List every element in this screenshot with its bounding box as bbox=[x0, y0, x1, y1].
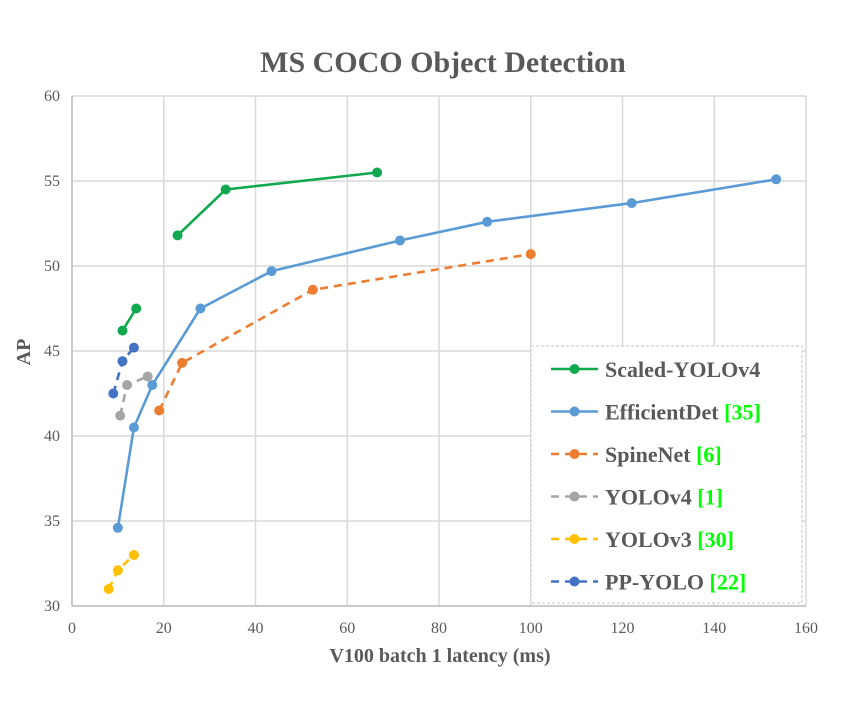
data-point bbox=[117, 356, 128, 367]
x-tick-label: 60 bbox=[339, 620, 355, 637]
x-axis-ticks: 0 20 40 60 80 100 120 140 160 bbox=[68, 620, 818, 637]
data-point bbox=[112, 522, 123, 533]
legend-item: YOLOv3 [30] bbox=[551, 527, 734, 552]
data-point bbox=[626, 198, 637, 209]
data-point bbox=[266, 266, 277, 277]
series-scaled-yolov4 bbox=[117, 167, 383, 336]
series-line bbox=[158, 252, 532, 412]
data-point bbox=[195, 303, 206, 314]
y-tick-label: 45 bbox=[44, 343, 60, 360]
legend-item: PP-YOLO [22] bbox=[551, 570, 746, 595]
y-axis-label: AP bbox=[13, 339, 35, 366]
data-point bbox=[525, 249, 536, 260]
data-point bbox=[142, 371, 153, 382]
legend-item: YOLOv4 [1] bbox=[551, 485, 723, 510]
legend-citation: [30] bbox=[692, 527, 734, 552]
legend-citation: [35] bbox=[719, 400, 761, 425]
legend-citation: [1] bbox=[692, 485, 723, 510]
data-point bbox=[112, 565, 123, 576]
series-spinenet bbox=[154, 249, 536, 416]
legend-label: EfficientDet [35] bbox=[605, 400, 761, 425]
data-point bbox=[307, 284, 318, 295]
y-axis-ticks: 30 35 40 45 50 55 60 bbox=[44, 88, 60, 615]
series-group bbox=[103, 167, 782, 594]
x-tick-label: 40 bbox=[248, 620, 264, 637]
x-tick-label: 120 bbox=[611, 620, 635, 637]
data-point bbox=[128, 550, 139, 560]
data-point bbox=[177, 357, 188, 368]
data-point bbox=[122, 380, 133, 390]
y-tick-label: 40 bbox=[44, 428, 60, 445]
legend-box bbox=[530, 345, 803, 604]
x-tick-label: 80 bbox=[431, 620, 447, 637]
legend-swatch-marker bbox=[569, 576, 580, 587]
data-point bbox=[154, 405, 165, 416]
axes bbox=[71, 96, 806, 607]
series-yolov3 bbox=[103, 550, 139, 594]
legend-citation: [6] bbox=[691, 442, 722, 467]
series-yolov4 bbox=[115, 371, 153, 421]
data-point bbox=[103, 584, 114, 594]
data-point bbox=[395, 235, 406, 246]
data-point bbox=[131, 303, 142, 314]
legend-item: SpineNet [6] bbox=[551, 442, 722, 467]
legend-citation: [22] bbox=[704, 570, 746, 595]
legend-label: PP-YOLO [22] bbox=[605, 570, 746, 595]
legend-swatch-marker bbox=[569, 364, 580, 374]
legend-label: YOLOv3 [30] bbox=[605, 527, 734, 552]
legend-label: SpineNet [6] bbox=[605, 442, 722, 467]
data-point bbox=[147, 380, 158, 390]
data-point bbox=[128, 422, 139, 433]
x-axis-label: V100 batch 1 latency (ms) bbox=[329, 645, 550, 667]
data-point bbox=[372, 167, 383, 178]
legend-swatch-marker bbox=[569, 406, 580, 417]
data-point bbox=[172, 230, 183, 241]
x-tick-label: 0 bbox=[68, 620, 76, 637]
y-tick-label: 50 bbox=[44, 258, 60, 275]
chart-title: MS COCO Object Detection bbox=[260, 46, 626, 79]
series-efficientdet bbox=[112, 174, 782, 533]
data-point bbox=[482, 216, 493, 227]
legend-label: Scaled-YOLOv4 bbox=[605, 357, 760, 382]
x-tick-label: 140 bbox=[702, 620, 726, 637]
data-point bbox=[115, 410, 126, 421]
x-tick-label: 20 bbox=[156, 620, 172, 637]
y-tick-label: 55 bbox=[44, 173, 60, 190]
legend-swatch-marker bbox=[569, 534, 580, 544]
legend-item: Scaled-YOLOv4 bbox=[551, 357, 760, 382]
x-tick-label: 100 bbox=[519, 620, 543, 637]
data-point bbox=[771, 174, 782, 185]
legend-swatch-marker bbox=[569, 491, 580, 502]
series-pp-yolo bbox=[108, 342, 139, 399]
y-tick-label: 60 bbox=[44, 88, 60, 105]
y-tick-label: 35 bbox=[44, 513, 60, 530]
legend-label: YOLOv4 [1] bbox=[605, 485, 723, 510]
data-point bbox=[117, 325, 128, 336]
data-point bbox=[128, 342, 139, 353]
data-point bbox=[108, 388, 119, 399]
legend-item: EfficientDet [35] bbox=[551, 400, 761, 425]
legend-swatch-marker bbox=[569, 449, 580, 459]
y-tick-label: 30 bbox=[44, 598, 60, 615]
legend: Scaled-YOLOv4 EfficientDet [35] SpineNet [… bbox=[530, 345, 803, 604]
x-tick-label: 160 bbox=[794, 620, 818, 637]
data-point bbox=[220, 184, 231, 195]
